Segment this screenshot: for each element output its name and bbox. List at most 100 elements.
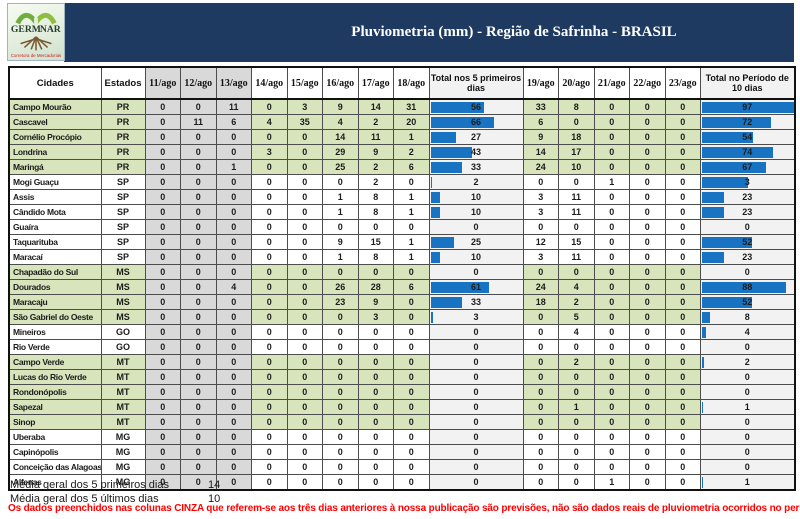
day-value-cell: 0	[322, 354, 359, 370]
data-bar	[430, 296, 463, 308]
day-value-cell: 0	[144, 144, 181, 160]
total-value: 0	[744, 432, 750, 442]
rainfall-table: Cidades Estados 11/ago 12/ago 13/ago 14/…	[8, 66, 796, 491]
city-cell: Campo Mourão	[8, 98, 102, 115]
total-cell: 27	[428, 129, 524, 145]
total-cell: 52	[700, 294, 795, 310]
data-bar	[430, 311, 434, 323]
day-value-cell: 0	[664, 279, 701, 295]
data-bar	[702, 236, 752, 248]
day-value-cell: 0	[215, 444, 252, 460]
total-value: 54	[742, 132, 753, 142]
day-value-cell: 0	[144, 309, 181, 325]
day-value-cell: 0	[357, 459, 394, 475]
col-header-day: 15/ago	[286, 66, 323, 100]
day-value-cell: 25	[322, 159, 359, 175]
day-value-cell: 9	[522, 129, 559, 145]
state-cell: MS	[100, 309, 146, 325]
day-value-cell: 11	[357, 129, 394, 145]
day-value-cell: 0	[393, 414, 430, 430]
col-header-total5: Total nos 5 primeiros dias	[428, 66, 524, 100]
day-value-cell: 0	[144, 129, 181, 145]
day-value-cell: 0	[251, 279, 288, 295]
col-header-total10: Total no Período de 10 dias	[700, 66, 795, 100]
day-value-cell: 0	[393, 264, 430, 280]
day-value-cell: 0	[180, 189, 217, 205]
total-value: 66	[470, 117, 481, 127]
day-value-cell: 0	[357, 429, 394, 445]
total-value: 0	[744, 417, 750, 427]
day-value-cell: 0	[629, 429, 666, 445]
day-value-cell: 0	[593, 159, 630, 175]
day-value-cell: 0	[664, 159, 701, 175]
day-value-cell: 4	[322, 114, 359, 130]
day-value-cell: 0	[629, 339, 666, 355]
day-value-cell: 0	[144, 294, 181, 310]
day-value-cell: 3	[522, 204, 559, 220]
day-value-cell: 0	[215, 234, 252, 250]
day-value-cell: 12	[522, 234, 559, 250]
day-value-cell: 0	[558, 219, 595, 235]
day-value-cell: 0	[251, 369, 288, 385]
day-value-cell: 0	[593, 249, 630, 265]
total-value: 0	[744, 387, 750, 397]
day-value-cell: 0	[664, 324, 701, 340]
day-value-cell: 0	[180, 474, 217, 491]
data-bar	[430, 131, 457, 143]
day-value-cell: 0	[180, 98, 217, 115]
day-value-cell: 4	[215, 279, 252, 295]
day-value-cell: 0	[629, 309, 666, 325]
total-cell: 0	[428, 429, 524, 445]
day-value-cell: 0	[286, 249, 323, 265]
day-value-cell: 0	[593, 339, 630, 355]
day-value-cell: 0	[286, 474, 323, 491]
day-value-cell: 0	[629, 159, 666, 175]
day-value-cell: 0	[180, 219, 217, 235]
total-cell: 52	[700, 234, 795, 250]
day-value-cell: 0	[144, 98, 181, 115]
day-value-cell: 0	[251, 384, 288, 400]
table-row: Dourados MS 0 0 4 0 0 26 28 6 61 24 4 0 0 0 88	[8, 279, 795, 295]
city-cell: Guaíra	[8, 219, 102, 235]
day-value-cell: 0	[144, 189, 181, 205]
day-value-cell: 6	[393, 279, 430, 295]
day-value-cell: 0	[251, 294, 288, 310]
day-value-cell: 0	[629, 174, 666, 190]
city-cell: Assis	[8, 189, 102, 205]
table-row: Alfenas MG 0 0 0 0 0 0 0 0 0 0 0 1 0 0 1	[8, 474, 795, 491]
state-cell: MT	[100, 414, 146, 430]
total-value: 97	[742, 102, 753, 112]
day-value-cell: 0	[144, 354, 181, 370]
day-value-cell: 17	[558, 144, 595, 160]
day-value-cell: 0	[393, 474, 430, 491]
state-cell: GO	[100, 324, 146, 340]
day-value-cell: 1	[558, 399, 595, 415]
day-value-cell: 1	[393, 204, 430, 220]
day-value-cell: 0	[558, 369, 595, 385]
city-cell: Uberaba	[8, 429, 102, 445]
day-value-cell: 0	[251, 129, 288, 145]
total-cell: 97	[700, 98, 795, 115]
day-value-cell: 0	[522, 339, 559, 355]
total-cell: 0	[428, 219, 524, 235]
col-header-day: 13/ago	[215, 66, 252, 100]
day-value-cell: 6	[215, 114, 252, 130]
day-value-cell: 0	[286, 459, 323, 475]
day-value-cell: 0	[180, 159, 217, 175]
total-value: 33	[470, 162, 481, 172]
day-value-cell: 0	[593, 234, 630, 250]
day-value-cell: 33	[522, 98, 559, 115]
data-bar	[430, 236, 455, 248]
data-bar	[702, 356, 704, 368]
day-value-cell: 1	[593, 174, 630, 190]
day-value-cell: 0	[286, 189, 323, 205]
day-value-cell: 0	[180, 174, 217, 190]
total-cell: 0	[700, 339, 795, 355]
day-value-cell: 3	[522, 249, 559, 265]
day-value-cell: 0	[251, 204, 288, 220]
day-value-cell: 0	[522, 264, 559, 280]
total-value: 0	[473, 417, 479, 427]
total-cell: 3	[700, 174, 795, 190]
table-row: Rio Verde GO 0 0 0 0 0 0 0 0 0 0 0 0 0 0 0	[8, 339, 795, 355]
day-value-cell: 0	[144, 429, 181, 445]
